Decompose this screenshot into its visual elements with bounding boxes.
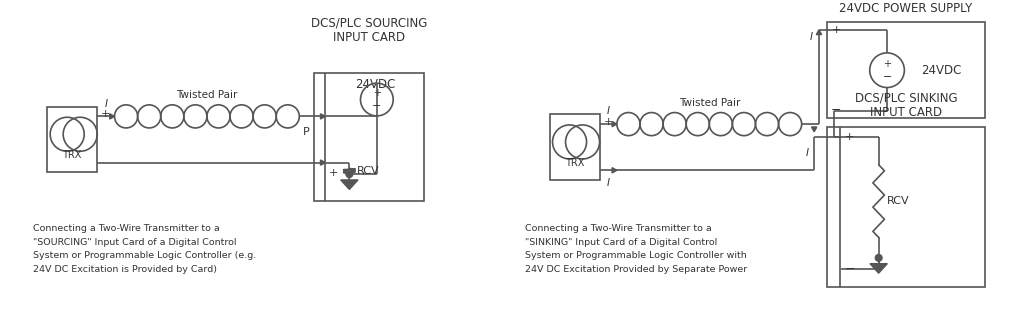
Text: 24V DC Excitation is Provided by Card): 24V DC Excitation is Provided by Card) [33, 265, 217, 274]
Text: +: + [831, 25, 841, 35]
Polygon shape [341, 180, 358, 190]
Bar [826, 127, 985, 287]
Text: I: I [104, 99, 108, 109]
Polygon shape [321, 160, 326, 165]
Text: 24VDC POWER SUPPLY: 24VDC POWER SUPPLY [840, 2, 973, 15]
Text: Connecting a Two-Wire Transmitter to a: Connecting a Two-Wire Transmitter to a [33, 224, 219, 233]
Text: 24VDC: 24VDC [921, 64, 962, 77]
Text: RCV: RCV [888, 196, 910, 206]
Text: −: − [372, 101, 382, 112]
Text: RCV: RCV [357, 166, 380, 176]
Text: −: − [845, 263, 855, 276]
Text: −: − [831, 104, 842, 117]
Text: +: + [603, 117, 612, 127]
Bar [550, 114, 600, 180]
Text: Connecting a Two-Wire Transmitter to a: Connecting a Two-Wire Transmitter to a [525, 224, 713, 233]
Circle shape [346, 171, 352, 178]
Text: I: I [607, 107, 609, 116]
Text: DCS/PLC SINKING
INPUT CARD: DCS/PLC SINKING INPUT CARD [855, 91, 957, 119]
Text: DCS/PLC SOURCING
INPUT CARD: DCS/PLC SOURCING INPUT CARD [311, 16, 427, 44]
Polygon shape [110, 114, 115, 119]
Text: 24V DC Excitation Provided by Separate Power: 24V DC Excitation Provided by Separate P… [525, 265, 748, 274]
Bar [313, 73, 424, 201]
Text: Twisted Pair: Twisted Pair [176, 90, 238, 100]
Text: System or Programmable Logic Controller with: System or Programmable Logic Controller … [525, 251, 748, 260]
Text: +: + [101, 109, 111, 120]
Text: TRX: TRX [62, 150, 82, 160]
Polygon shape [321, 114, 326, 119]
Polygon shape [612, 121, 616, 127]
Text: TRX: TRX [565, 158, 585, 168]
Text: "SINKING" Input Card of a Digital Control: "SINKING" Input Card of a Digital Contro… [525, 238, 718, 247]
Text: +: + [845, 132, 854, 142]
Text: −: − [883, 73, 892, 82]
Polygon shape [870, 264, 888, 273]
Text: +: + [883, 59, 891, 68]
Circle shape [876, 255, 882, 261]
Polygon shape [812, 127, 817, 132]
Text: System or Programmable Logic Controller (e.g.: System or Programmable Logic Controller … [33, 251, 256, 260]
Text: I: I [809, 31, 812, 42]
Bar [47, 107, 97, 172]
Bar [826, 22, 985, 118]
Text: 24VDC: 24VDC [354, 78, 395, 91]
Text: I: I [607, 178, 609, 188]
Text: P: P [303, 127, 310, 137]
Polygon shape [816, 30, 821, 35]
Text: "SOURCING" Input Card of a Digital Control: "SOURCING" Input Card of a Digital Contr… [33, 238, 237, 247]
Polygon shape [612, 168, 616, 173]
Text: +: + [329, 168, 339, 178]
Text: Twisted Pair: Twisted Pair [679, 98, 740, 108]
Text: +: + [373, 88, 381, 98]
Text: I: I [806, 148, 808, 158]
